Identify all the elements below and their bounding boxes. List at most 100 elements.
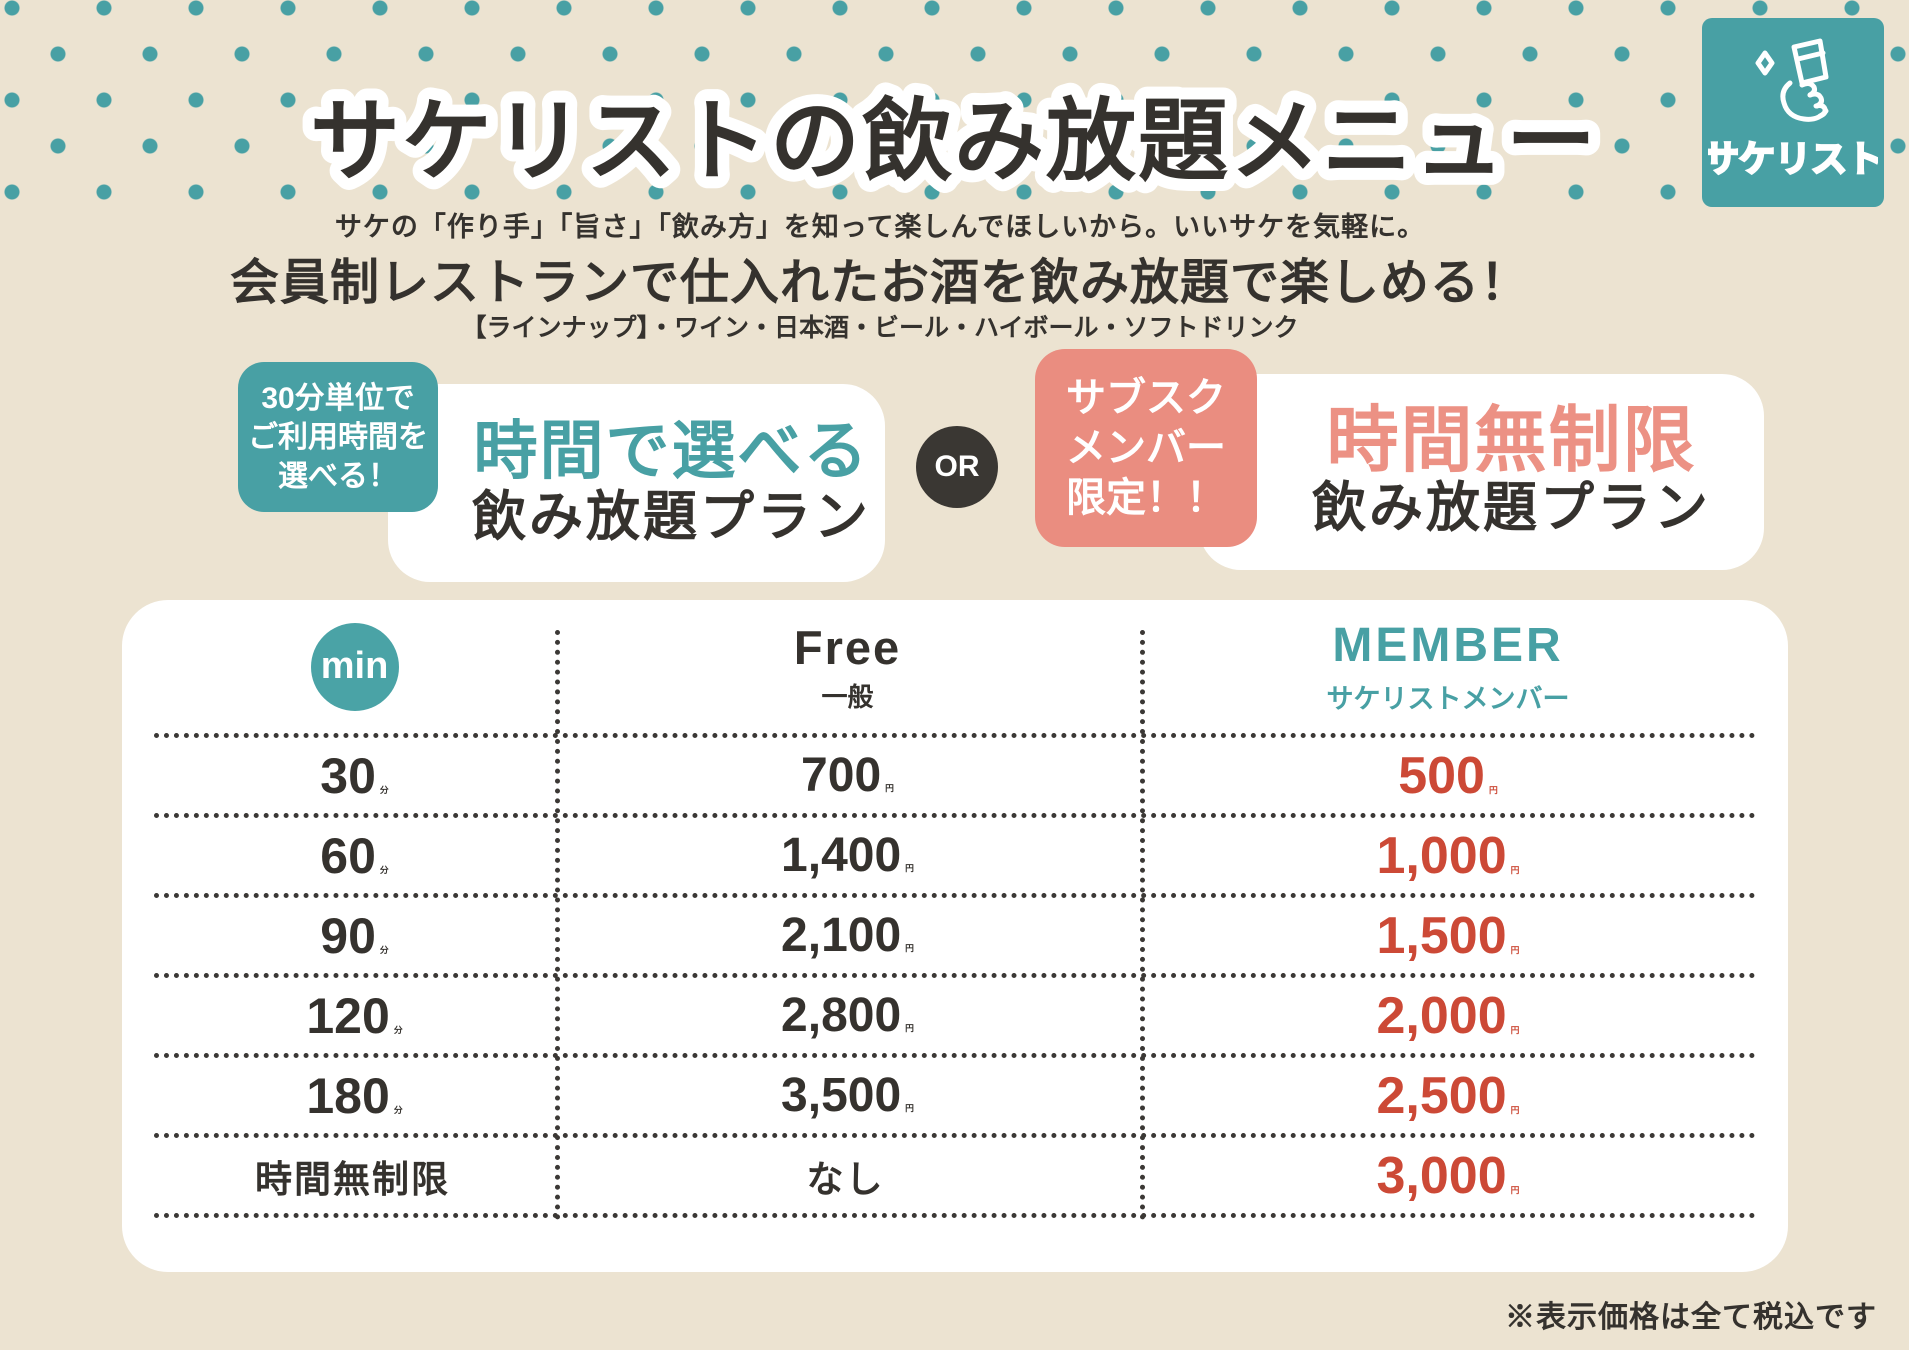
free-price-value: なし (806, 1158, 885, 1200)
member-price-cell: 1,000 円 (1140, 826, 1756, 886)
brand-logo: サケリスト (1702, 18, 1884, 207)
time-cell: 120 分 (154, 987, 555, 1045)
page-title: サケリストの飲み放題メニュー (310, 92, 1598, 192)
free-price-cell: 3,500 円 (555, 1068, 1140, 1123)
table-header-row: min Free 一般 MEMBER サケリストメンバー (154, 600, 1756, 738)
badge-line: サブスク (1066, 376, 1226, 420)
pricing-row: 60 分 1,400 円 1,000 円 (154, 818, 1756, 898)
min-badge: min (310, 622, 399, 711)
member-price-unit: 円 (1510, 1184, 1520, 1195)
free-price-cell: なし (555, 1149, 1140, 1203)
pricing-row: 時間無制限 なし 3,000 円 (154, 1138, 1756, 1218)
badge-line: 限定！！ (1066, 476, 1226, 520)
time-plan-badge: 30分単位で ご利用時間を 選べる！ (238, 362, 438, 512)
member-price-unit: 円 (1510, 864, 1520, 875)
minutes-column-header: min (154, 622, 555, 711)
member-sublabel: サケリストメンバー (1326, 683, 1570, 714)
unlimited-plan-title: 時間無制限 (1326, 400, 1697, 481)
pricing-row: 180 分 3,500 円 2,500 円 (154, 1058, 1756, 1138)
subscription-plan-badge: サブスク メンバー 限定！！ (1035, 349, 1257, 547)
pricing-row: 90 分 2,100 円 1,500 円 (154, 898, 1756, 978)
pricing-table: min Free 一般 MEMBER サケリストメンバー 30 分 700 円 50… (122, 600, 1788, 1272)
free-price-value: 3,500 (781, 1069, 902, 1122)
free-price-unit: 円 (905, 863, 914, 873)
time-value: 60 (320, 827, 376, 884)
free-price-value: 2,800 (781, 989, 902, 1042)
time-unit: 分 (379, 784, 389, 795)
free-price-unit: 円 (885, 783, 894, 793)
free-sublabel: 一般 (821, 681, 874, 712)
time-cell: 60 分 (154, 827, 555, 885)
time-cell: 180 分 (154, 1067, 555, 1125)
time-cell: 90 分 (154, 907, 555, 965)
time-plan-title: 時間で選べる (473, 415, 870, 488)
pricing-rows: 30 分 700 円 500 円 60 分 1,400 円 1,000 円 90 分 (154, 738, 1756, 1218)
sparkle-icon (1755, 50, 1775, 75)
badge-line: 30分単位で (261, 381, 415, 415)
member-price-value: 500 (1398, 746, 1485, 805)
time-unit: 分 (379, 864, 389, 875)
time-unit: 分 (379, 944, 389, 955)
brand-logo-text-wrap: サケリスト (1708, 136, 1878, 180)
free-label: Free (793, 620, 902, 674)
badge-line: ご利用時間を (248, 420, 428, 454)
time-value: 時間無制限 (255, 1158, 450, 1200)
hand-holding-sake-glass-icon (1755, 38, 1829, 122)
free-price-unit: 円 (905, 943, 914, 953)
member-column-header: MEMBER サケリストメンバー (1140, 618, 1756, 716)
min-label: min (320, 645, 389, 687)
brand-logo-text: サケリスト (1708, 138, 1878, 179)
badge-line: メンバー (1066, 426, 1226, 470)
member-price-value: 1,500 (1376, 906, 1507, 965)
free-price-unit: 円 (905, 1103, 914, 1113)
free-price-value: 2,100 (781, 909, 902, 962)
member-price-unit: 円 (1510, 944, 1520, 955)
member-price-cell: 2,000 円 (1140, 986, 1756, 1046)
main-heading: 会員制レストランで仕入れたお酒を飲み放題で楽しめる！ (229, 256, 1530, 310)
unlimited-plan-card: 時間無制限 飲み放題プラン (1199, 374, 1764, 570)
column-divider (555, 630, 560, 1220)
badge-line: 選べる！ (278, 459, 398, 493)
time-value: 90 (320, 907, 376, 964)
member-price-value: 2,500 (1376, 1066, 1507, 1125)
lineup-note: 【ラインナップ】・ワイン・日本酒・ビール・ハイボール・ソフトドリンク (461, 314, 1299, 342)
page-title-wrap: サケリストの飲み放題メニュー (298, 80, 1608, 204)
or-separator: OR (916, 426, 998, 508)
member-price-value: 1,000 (1376, 826, 1507, 885)
pricing-row: 120 分 2,800 円 2,000 円 (154, 978, 1756, 1058)
time-cell: 時間無制限 (154, 1149, 555, 1203)
member-price-cell: 500 円 (1140, 746, 1756, 806)
unlimited-plan-subtitle: 飲み放題プラン (1312, 477, 1711, 538)
free-price-value: 1,400 (781, 829, 902, 882)
free-price-cell: 1,400 円 (555, 828, 1140, 883)
free-column-header: Free 一般 (555, 620, 1140, 714)
free-price-cell: 2,100 円 (555, 908, 1140, 963)
free-price-value: 700 (801, 749, 882, 802)
tax-note: ※表示価格は全て税込です (1505, 1301, 1877, 1334)
time-value: 30 (320, 747, 376, 804)
time-value: 120 (306, 987, 390, 1044)
member-price-cell: 3,000 円 (1140, 1146, 1756, 1206)
member-price-value: 2,000 (1376, 986, 1507, 1045)
time-value: 180 (306, 1067, 390, 1124)
pricing-row: 30 分 700 円 500 円 (154, 738, 1756, 818)
tagline: サケの「作り手」「旨さ」「飲み方」を知って楽しんでほしいから。いいサケを気軽に。 (334, 212, 1426, 242)
member-label: MEMBER (1332, 618, 1564, 672)
member-price-cell: 2,500 円 (1140, 1066, 1756, 1126)
time-plan-card: 時間で選べる 飲み放題プラン (388, 384, 885, 582)
member-price-unit: 円 (1488, 784, 1498, 795)
time-cell: 30 分 (154, 747, 555, 805)
free-price-unit: 円 (905, 1023, 914, 1033)
time-unit: 分 (393, 1024, 403, 1035)
free-price-cell: 2,800 円 (555, 988, 1140, 1043)
member-price-cell: 1,500 円 (1140, 906, 1756, 966)
time-unit: 分 (393, 1104, 403, 1115)
member-price-unit: 円 (1510, 1024, 1520, 1035)
or-label: OR (934, 450, 980, 483)
member-price-unit: 円 (1510, 1104, 1520, 1115)
column-divider (1140, 630, 1145, 1220)
polka-dot-pattern (0, 0, 1909, 208)
free-price-cell: 700 円 (555, 748, 1140, 803)
time-plan-subtitle: 飲み放題プラン (472, 486, 871, 547)
